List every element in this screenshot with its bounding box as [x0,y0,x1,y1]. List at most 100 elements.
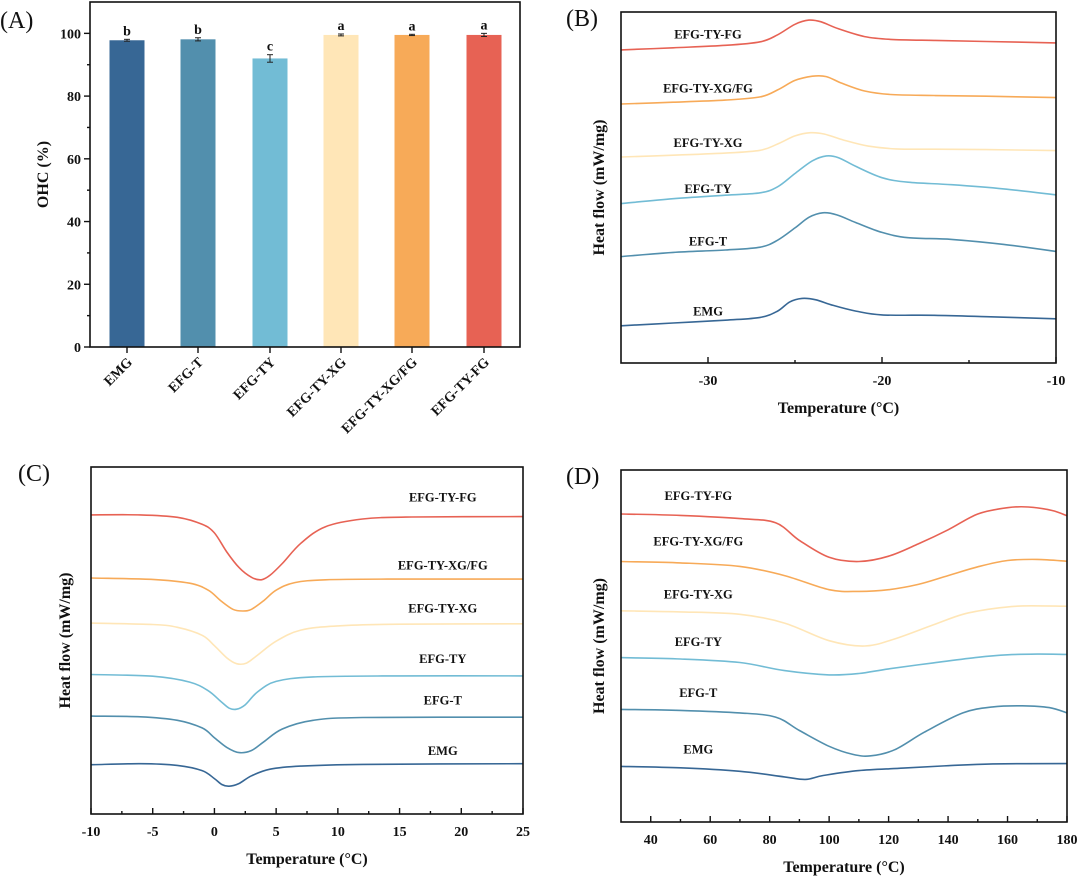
y-tick-label: 20 [67,278,81,293]
x-tick-label: EMG [102,355,136,389]
error-bar [267,54,273,63]
x-tick-label: 25 [516,825,530,840]
panel-label: (C) [18,461,50,487]
x-tick-label: -20 [873,374,892,389]
curve-efg-ty-xg-fg [620,74,1057,105]
y-tick-label: 100 [60,27,81,42]
x-tick-label: 120 [878,833,899,848]
series-label-efg-ty-xg: EFG-TY-XG [674,136,743,150]
error-bar [338,33,344,37]
bar-efg-ty-xg-fg [394,34,430,347]
bar-efg-ty [252,58,288,348]
series-label-efg-ty-xg-fg: EFG-TY-XG/FG [398,558,488,572]
curve-efg-ty-xg [620,604,1068,647]
curve-efg-ty [620,154,1057,205]
series-label-efg-t: EFG-T [689,234,728,248]
significance-label: a [481,18,488,33]
x-tick-label: 100 [819,833,840,848]
x-tick-label: EFG-TY [231,355,279,403]
y-tick-label: 40 [67,216,81,231]
x-tick-label: EFG-TY-FG [429,355,493,419]
x-tick-label: 140 [938,833,959,848]
x-tick-label: EFG-TY-XG [285,355,350,420]
curve-efg-ty-fg [620,19,1057,51]
x-axis-title: Temperature (°C) [778,400,899,417]
panel-label: (D) [566,464,599,490]
series-label-efg-ty-fg: EFG-TY-FG [665,489,733,503]
x-axis-title: Temperature (°C) [783,859,904,876]
x-tick-label: 5 [273,825,280,840]
x-tick-label: 15 [393,825,407,840]
panel-b: (B) EFG-TY-FG EFG-TY-XG/FG EFG-TY-XG EFG-TY E… [566,6,1065,417]
panel-d: (D) EFG-TY-FG EFG-TY-XG/FG EFG-TY-XG EFG-TY E… [566,464,1078,876]
y-tick-label: 0 [74,341,81,356]
curve-efg-ty-fg [90,513,524,581]
y-axis-title: OHC (%) [35,141,52,208]
series-label-emg: EMG [693,305,723,319]
panel-c: (C) EFG-TY-FG EFG-TY-XG/FG EFG-TY-XG EFG-TY E… [18,461,530,868]
bar-emg [109,40,145,347]
curve-efg-ty [90,673,524,711]
x-axis-title: Temperature (°C) [246,851,367,868]
plot-frame [620,11,1057,364]
x-tick-label: 20 [454,825,468,840]
significance-label: b [123,24,131,39]
x-tick-label: 80 [763,833,777,848]
curve-emg [620,297,1057,327]
x-tick-label: -10 [1047,374,1066,389]
significance-label: a [338,19,345,34]
x-tick-label: -10 [82,825,101,840]
y-axis-title: Heat flow (mW/mg) [57,573,74,709]
x-tick-label: EFG-TY-XG/FG [339,355,421,437]
panel-label: (B) [566,6,598,32]
y-axis-title: Heat flow (mW/mg) [591,120,608,256]
plot-frame [89,1,521,348]
x-tick-label: 180 [1057,833,1078,848]
curve-efg-ty-xg [620,131,1057,158]
series-label-efg-t: EFG-T [679,686,718,700]
error-bar [124,38,130,42]
curve-efg-ty-fg [620,505,1068,563]
bar-efg-ty-fg [466,34,502,347]
series-label-efg-ty-xg: EFG-TY-XG [664,587,733,601]
significance-label: a [409,19,416,34]
x-tick-label: 40 [644,833,658,848]
x-tick-label: EFG-T [166,355,207,396]
panel-label: (A) [0,8,33,34]
series-label-efg-ty-xg: EFG-TY-XG [408,602,477,616]
series-label-efg-t: EFG-T [424,694,463,708]
plot-frame [620,469,1068,823]
series-label-efg-ty: EFG-TY [419,652,466,666]
x-tick-label: 60 [703,833,717,848]
curve-efg-t [90,715,524,754]
x-tick-label: -5 [147,825,159,840]
error-bar [195,37,201,42]
significance-label: b [194,23,202,38]
y-axis-title: Heat flow (mW/mg) [591,578,608,714]
plot-frame [90,466,524,815]
bar-efg-ty-xg [323,34,359,347]
series-label-efg-ty-xg-fg: EFG-TY-XG/FG [653,535,743,549]
series-label-efg-ty-fg: EFG-TY-FG [674,27,742,41]
curve-emg [620,762,1068,781]
curve-efg-t [620,211,1057,258]
x-tick-label: 0 [211,825,218,840]
series-label-emg: EMG [428,744,458,758]
significance-label: c [267,40,273,55]
curve-efg-t [620,704,1068,757]
curve-efg-ty-xg-fg [90,577,524,612]
series-label-emg: EMG [683,742,713,756]
x-tick-label: -30 [699,374,718,389]
series-label-efg-ty-fg: EFG-TY-FG [409,491,477,505]
series-label-efg-ty: EFG-TY [675,635,722,649]
series-label-efg-ty-xg-fg: EFG-TY-XG/FG [663,82,753,96]
curve-efg-ty-xg-fg [620,558,1068,593]
curve-emg [90,762,524,788]
bar-efg-t [180,39,216,348]
y-tick-label: 60 [67,153,81,168]
curve-efg-ty-xg [90,622,524,666]
error-bar [481,32,487,37]
curve-efg-ty [620,653,1068,676]
panel-a: (A) b EMG b EFG-T c EFG-TY a EFG-TY-XG a EFG-TY-XG… [0,1,521,437]
